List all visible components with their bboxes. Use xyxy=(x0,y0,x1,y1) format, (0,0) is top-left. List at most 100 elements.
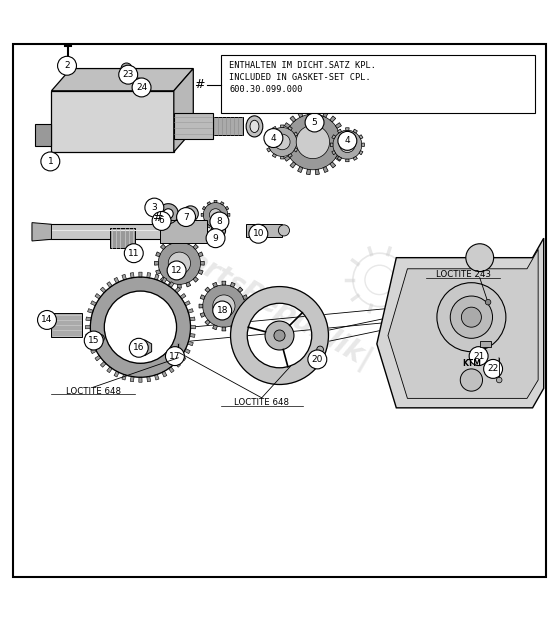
Polygon shape xyxy=(122,374,126,380)
Polygon shape xyxy=(306,109,310,115)
Polygon shape xyxy=(184,348,190,353)
Polygon shape xyxy=(180,294,186,299)
Circle shape xyxy=(264,129,283,148)
Polygon shape xyxy=(315,169,319,175)
Text: artsRepublik|: artsRepublik| xyxy=(182,246,377,375)
Polygon shape xyxy=(198,252,203,256)
Polygon shape xyxy=(86,333,91,337)
Polygon shape xyxy=(107,367,112,373)
Text: 20: 20 xyxy=(311,355,323,364)
Polygon shape xyxy=(162,278,167,283)
Bar xyxy=(221,55,536,113)
Polygon shape xyxy=(205,320,210,325)
Text: 7: 7 xyxy=(183,212,189,222)
Text: 23: 23 xyxy=(122,70,134,79)
Circle shape xyxy=(213,301,231,320)
Polygon shape xyxy=(266,140,268,143)
Polygon shape xyxy=(290,116,296,122)
Circle shape xyxy=(496,377,502,383)
Polygon shape xyxy=(222,281,226,285)
Text: 18: 18 xyxy=(216,306,228,315)
Polygon shape xyxy=(139,272,142,277)
Text: 4: 4 xyxy=(271,134,276,143)
Text: 17: 17 xyxy=(169,351,181,361)
Circle shape xyxy=(317,346,324,353)
Polygon shape xyxy=(330,116,336,122)
Polygon shape xyxy=(212,325,217,330)
Circle shape xyxy=(485,299,491,305)
Polygon shape xyxy=(340,140,345,144)
Polygon shape xyxy=(332,151,335,155)
Polygon shape xyxy=(335,156,342,161)
Polygon shape xyxy=(285,123,290,129)
Circle shape xyxy=(58,57,77,75)
Circle shape xyxy=(84,331,103,350)
Circle shape xyxy=(466,244,494,271)
Polygon shape xyxy=(130,376,134,382)
Circle shape xyxy=(285,114,340,170)
Polygon shape xyxy=(228,214,230,216)
Ellipse shape xyxy=(246,116,263,137)
Polygon shape xyxy=(353,129,357,133)
Text: 16: 16 xyxy=(133,343,145,352)
Polygon shape xyxy=(214,227,217,229)
Circle shape xyxy=(97,335,105,342)
Text: 11: 11 xyxy=(128,248,140,258)
Polygon shape xyxy=(147,376,151,382)
Circle shape xyxy=(274,134,290,150)
Circle shape xyxy=(450,296,492,338)
Ellipse shape xyxy=(132,78,143,84)
Text: LOCTITE 648: LOCTITE 648 xyxy=(234,398,289,407)
Circle shape xyxy=(460,369,482,391)
Polygon shape xyxy=(238,287,243,292)
Polygon shape xyxy=(214,201,217,202)
Text: ENTHALTEN IM DICHT.SATZ KPL.
INCLUDED IN GASKET-SET CPL.
600.30.099.000: ENTHALTEN IM DICHT.SATZ KPL. INCLUDED IN… xyxy=(229,61,376,94)
Polygon shape xyxy=(332,135,335,139)
Polygon shape xyxy=(139,377,142,383)
Text: 24: 24 xyxy=(136,83,147,92)
Polygon shape xyxy=(86,317,91,321)
Polygon shape xyxy=(220,202,224,205)
Polygon shape xyxy=(169,367,174,373)
Ellipse shape xyxy=(250,120,259,132)
Circle shape xyxy=(206,229,225,248)
Polygon shape xyxy=(337,129,342,133)
Polygon shape xyxy=(32,224,207,239)
Polygon shape xyxy=(205,287,210,292)
Polygon shape xyxy=(199,304,203,308)
Polygon shape xyxy=(95,294,101,299)
Polygon shape xyxy=(190,317,195,321)
Polygon shape xyxy=(290,162,296,168)
Polygon shape xyxy=(323,111,328,117)
Text: 6: 6 xyxy=(159,217,164,225)
Polygon shape xyxy=(200,312,205,317)
Polygon shape xyxy=(353,156,357,160)
Circle shape xyxy=(167,261,186,280)
Polygon shape xyxy=(243,312,248,317)
Polygon shape xyxy=(213,117,243,135)
Circle shape xyxy=(305,113,324,132)
Polygon shape xyxy=(238,320,243,325)
Polygon shape xyxy=(225,206,229,210)
Circle shape xyxy=(484,360,503,378)
Circle shape xyxy=(165,347,184,366)
Polygon shape xyxy=(51,68,193,91)
Circle shape xyxy=(203,285,245,327)
Polygon shape xyxy=(175,287,181,293)
Text: 15: 15 xyxy=(88,336,100,345)
Polygon shape xyxy=(154,374,159,380)
Polygon shape xyxy=(297,166,303,173)
Polygon shape xyxy=(160,220,207,243)
Circle shape xyxy=(152,212,171,230)
Circle shape xyxy=(339,137,355,153)
Circle shape xyxy=(203,202,228,227)
Polygon shape xyxy=(191,325,196,329)
Polygon shape xyxy=(114,371,119,377)
Polygon shape xyxy=(155,270,160,274)
Text: 14: 14 xyxy=(41,315,53,324)
Polygon shape xyxy=(388,249,538,399)
Circle shape xyxy=(461,307,481,327)
Circle shape xyxy=(268,127,297,156)
Polygon shape xyxy=(147,273,151,278)
Polygon shape xyxy=(174,68,193,152)
